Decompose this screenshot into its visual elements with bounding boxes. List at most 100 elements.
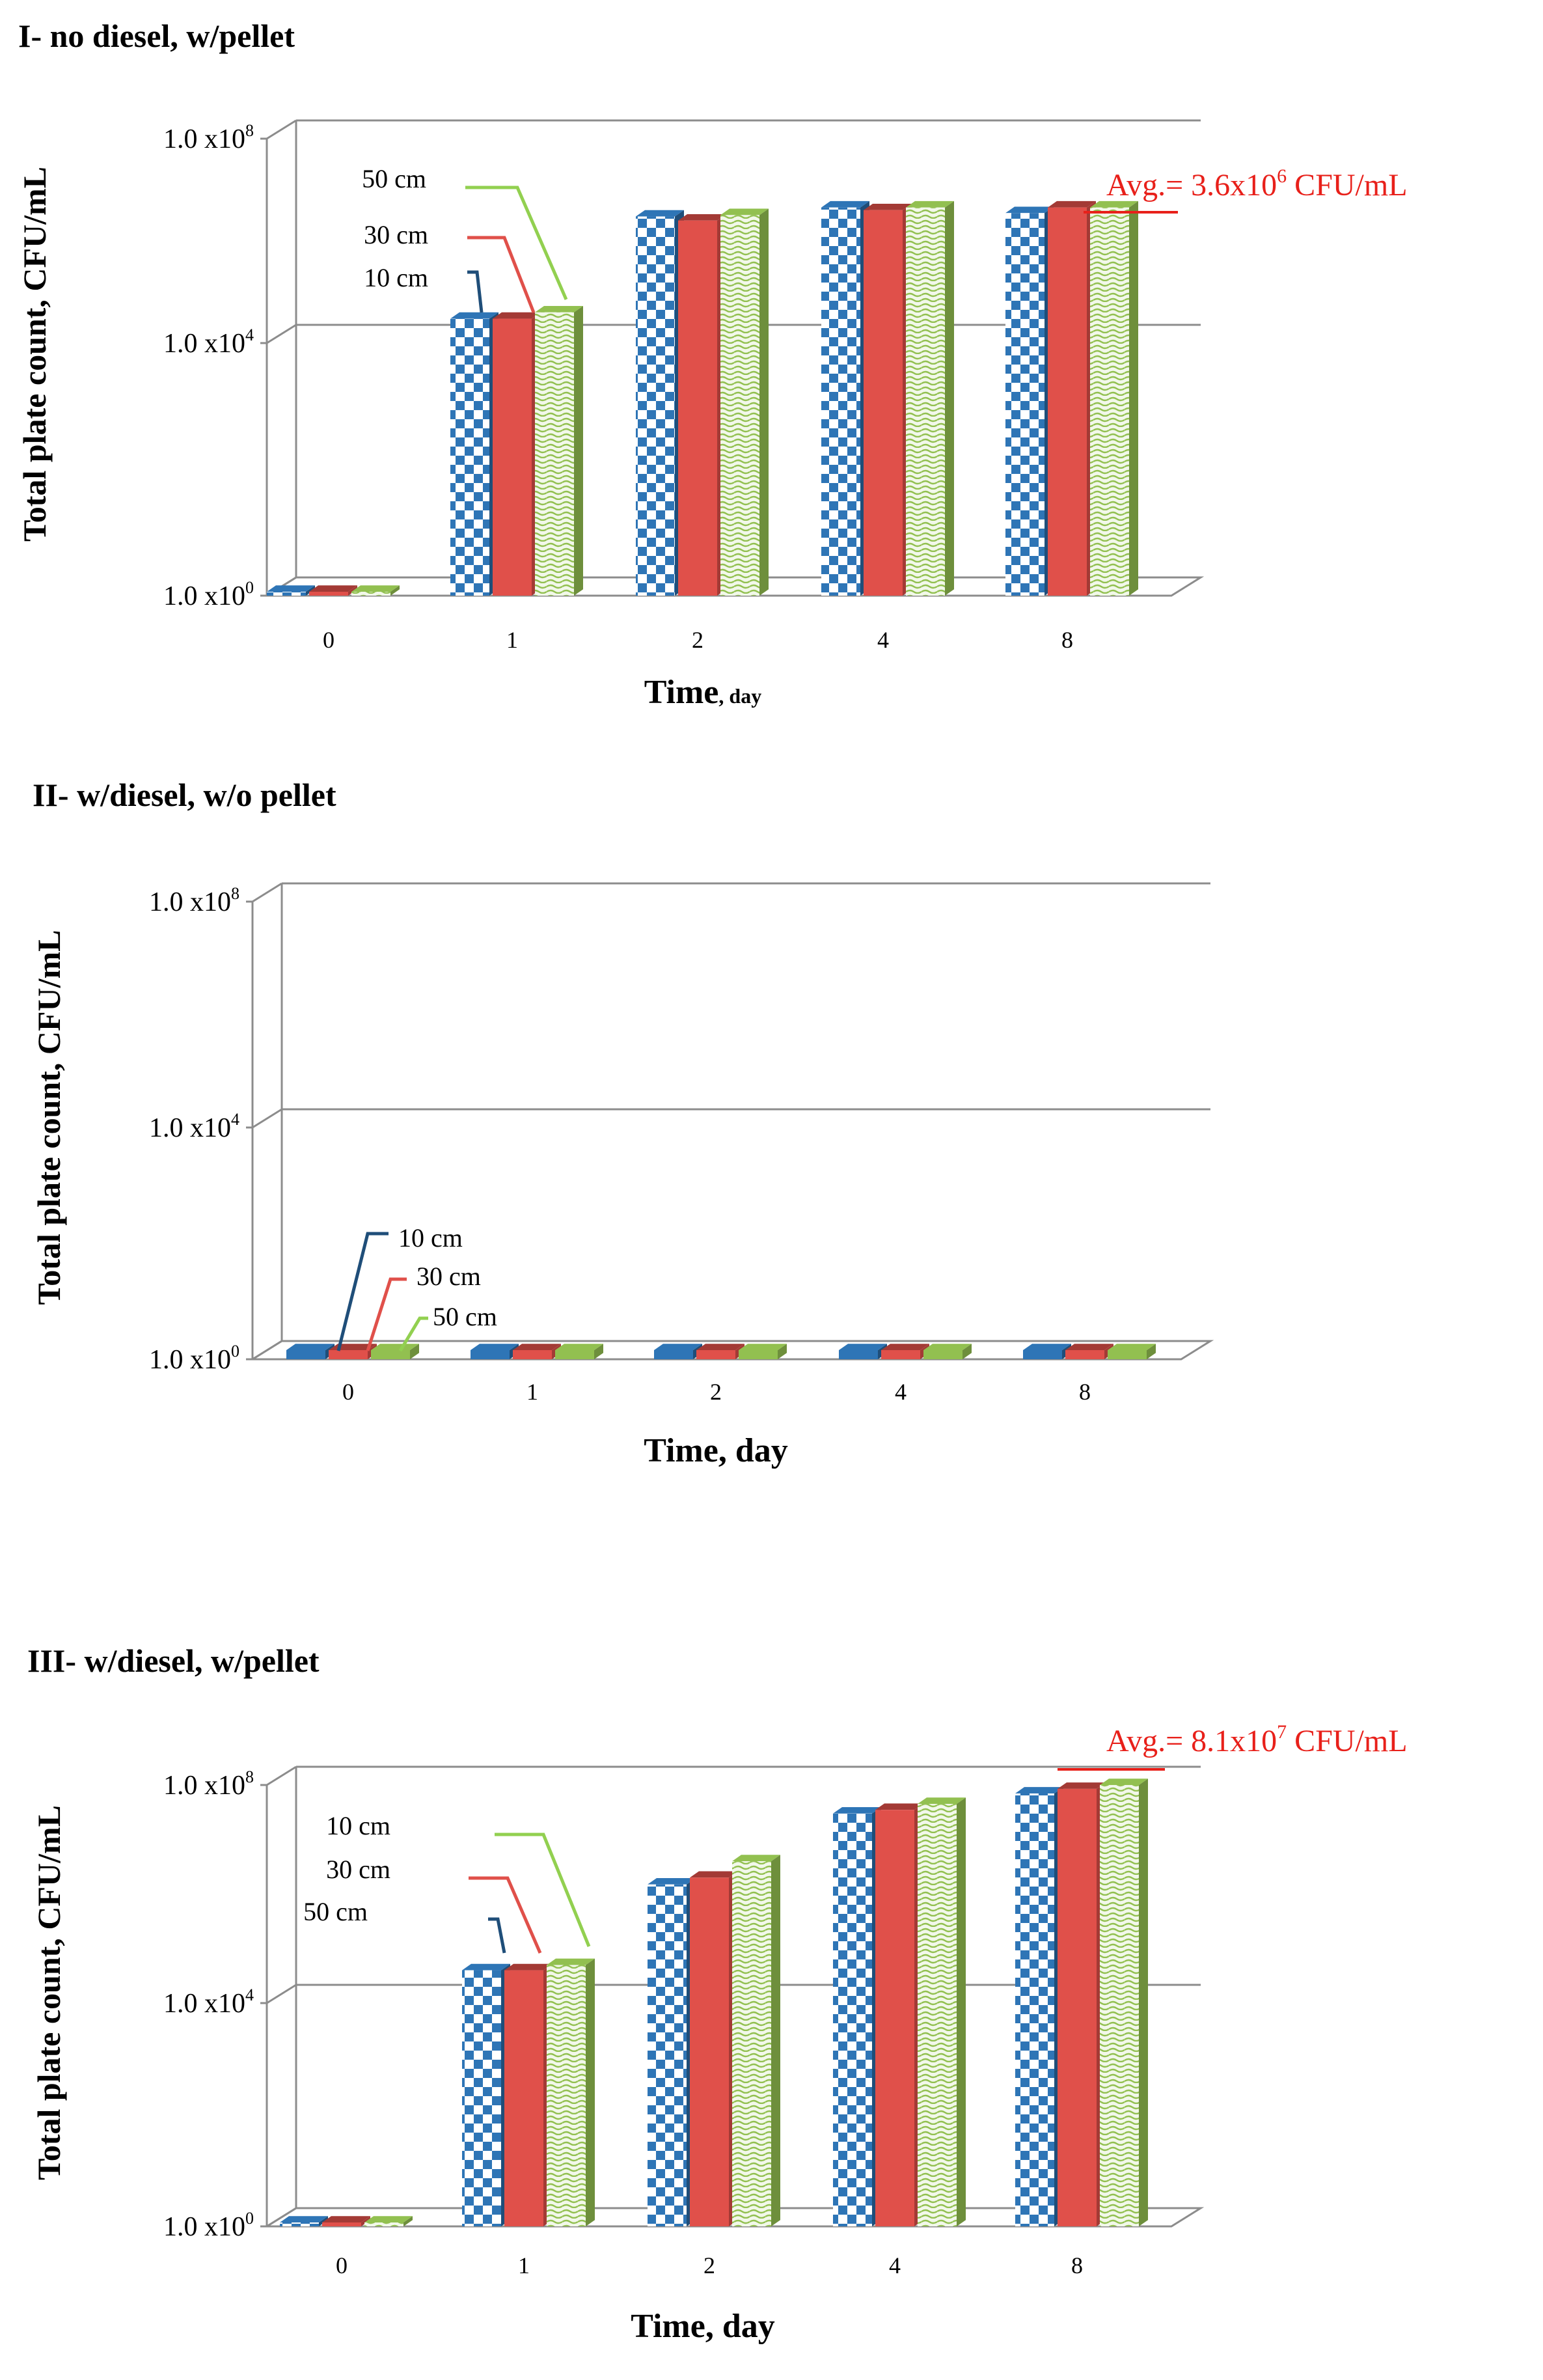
bar-top-10cm: [821, 201, 869, 208]
bar-top-10cm: [1015, 1787, 1063, 1793]
x-tick-label: 2: [692, 627, 703, 653]
x-tick-label: 2: [710, 1379, 722, 1405]
x-tick-label: 8: [1061, 627, 1073, 653]
bar-10cm-day-2: [654, 1350, 693, 1359]
chart-title: III- w/diesel, w/pellet: [27, 1642, 320, 1679]
bar-50cm-day-8: [1100, 1785, 1139, 2226]
bar-50cm-day-8: [1090, 207, 1129, 596]
bar-top-30cm: [881, 1344, 929, 1350]
legend-label-10cm: 10 cm: [326, 1811, 390, 1840]
side-wall-gridline: [266, 1984, 297, 2004]
side-wall-gridline: [252, 882, 282, 903]
bar-top-30cm: [690, 1871, 738, 1878]
bar-top-10cm: [280, 2216, 328, 2222]
y-tick-exponent: 4: [231, 1110, 239, 1129]
x-axis-label: Time, day: [644, 674, 761, 711]
y-tick-base: 1.0 x10: [163, 581, 245, 611]
bar-side-50cm: [403, 2216, 413, 2226]
legend-leader-50cm: [495, 1833, 591, 1947]
x-tick-label: 0: [323, 627, 335, 653]
bar-side-30cm: [348, 585, 357, 596]
bar-side-50cm: [963, 1344, 972, 1359]
bar-50cm-day-4: [906, 207, 945, 596]
x-tick-label: 1: [506, 627, 518, 653]
x-axis-label-main: Time, day: [631, 2308, 775, 2345]
legend-label-30cm: 30 cm: [364, 220, 428, 249]
bar-top-50cm: [371, 1344, 419, 1350]
bar-top-30cm: [513, 1344, 561, 1350]
y-tick-base: 1.0 x10: [163, 124, 245, 154]
side-wall-gridline: [266, 324, 297, 344]
x-tick-label: 4: [877, 627, 889, 653]
bar-top-50cm: [364, 2216, 413, 2222]
bar-30cm-day-1: [504, 1970, 543, 2226]
y-tick-exponent: 4: [245, 1986, 254, 2004]
x-tick-label: 4: [889, 2252, 901, 2278]
bar-side-10cm: [319, 2216, 328, 2226]
bar-side-50cm: [1129, 201, 1138, 596]
legend-leader-30cm: [467, 236, 536, 313]
bar-30cm-day-8: [1048, 207, 1087, 596]
bar-30cm-day-1: [513, 1350, 552, 1359]
bar-side-50cm: [778, 1344, 787, 1359]
x-tick-label: 1: [526, 1379, 538, 1405]
bar-top-30cm: [1048, 201, 1096, 208]
y-tick-base: 1.0 x10: [149, 1345, 231, 1375]
x-axis-label-main: Time, day: [644, 1432, 788, 1469]
chart-title: II- w/diesel, w/o pellet: [33, 777, 336, 813]
legend-label-10cm: 10 cm: [364, 263, 428, 292]
bar-top-10cm: [636, 210, 684, 217]
bar-top-30cm: [493, 312, 541, 319]
bar-30cm-day-2: [678, 220, 717, 596]
bar-side-50cm: [594, 1344, 603, 1359]
bar-top-30cm: [875, 1803, 923, 1810]
bar-side-50cm: [957, 1797, 966, 2226]
bar-10cm-day-2: [648, 1884, 687, 2226]
x-tick-label: 8: [1079, 1379, 1091, 1405]
x-tick-label: 0: [342, 1379, 354, 1405]
legend-leader-10cm: [336, 1232, 389, 1351]
bar-50cm-day-1: [535, 312, 574, 596]
bar-side-50cm: [410, 1344, 419, 1359]
average-annotation-text: Avg.= 3.6x10: [1106, 168, 1277, 202]
bar-30cm-day-2: [690, 1877, 729, 2226]
side-wall-gridline: [266, 1765, 297, 1786]
bar-50cm-day-4: [918, 1804, 957, 2226]
bar-top-30cm: [504, 1963, 553, 1971]
bar-10cm-day-4: [821, 207, 860, 596]
y-axis-label: Total plate count, CFU/mL: [31, 1805, 67, 2180]
y-axis-label: Total plate count, CFU/mL: [31, 930, 67, 1305]
bar-side-50cm: [759, 208, 769, 596]
x-tick-label: 2: [703, 2252, 715, 2278]
bar-top-50cm: [739, 1344, 787, 1350]
bar-50cm-day-2: [720, 215, 759, 596]
bar-side-50cm: [771, 1855, 780, 2226]
x-tick-label: 4: [895, 1379, 907, 1405]
y-tick-exponent: 8: [231, 884, 239, 903]
y-tick-base: 1.0 x10: [163, 1989, 245, 2019]
y-tick-label: 1.0 x100: [163, 2209, 254, 2242]
legend-leader-10cm: [488, 1917, 506, 1954]
bar-30cm-day-1: [493, 318, 532, 596]
bar-30cm-day-0: [329, 1350, 368, 1359]
legend-leader-30cm: [366, 1277, 407, 1351]
x-tick-label: 1: [518, 2252, 530, 2278]
legend-label-50cm: 50 cm: [303, 1897, 368, 1926]
bar-top-50cm: [732, 1855, 780, 1862]
bar-10cm-day-4: [839, 1350, 878, 1359]
bar-top-30cm: [1058, 1782, 1106, 1789]
bar-side-30cm: [361, 2216, 370, 2226]
bar-top-10cm: [286, 1344, 335, 1350]
legend-leader-10cm: [467, 270, 484, 313]
bar-10cm-day-0: [280, 2222, 319, 2226]
bar-10cm-day-8: [1023, 1350, 1062, 1359]
y-tick-exponent: 0: [231, 1342, 239, 1361]
x-tick-label: 8: [1071, 2252, 1083, 2278]
y-tick-base: 1.0 x10: [163, 1771, 245, 1801]
bar-top-50cm: [555, 1344, 603, 1350]
bar-50cm-day-2: [739, 1350, 778, 1359]
bar-top-10cm: [450, 312, 498, 319]
bar-10cm-day-1: [471, 1350, 510, 1359]
